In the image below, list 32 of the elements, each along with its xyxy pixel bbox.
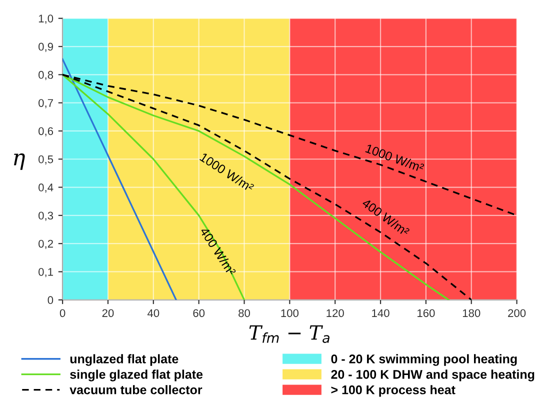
legend-label: single glazed flat plate [70,370,203,382]
x-tick-label: 40 [147,309,160,318]
x-tick-label: 160 [418,309,435,318]
y-axis-title: η [14,153,25,170]
x-tick-label: 80 [238,309,250,318]
legend-label: vacuum tube collector [70,385,202,394]
legend-label: 0 - 20 K swimming pool heating [331,354,517,366]
x-tick-label: 180 [462,309,480,318]
x-tick-label: 120 [326,309,344,318]
annotation: 1000 W/m² [365,144,425,173]
y-tick-label: 0,6 [38,127,54,136]
y-tick-label: 0,5 [38,155,54,165]
y-tick-label: 0,3 [38,212,54,221]
annotation: 1000 W/m² [199,152,255,193]
x-tick-label: 200 [508,309,526,318]
legend-label: > 100 K process heat [331,385,456,397]
y-tick-label: 1,0 [38,14,54,24]
x-axis-title: T$_{fm}$ − T$_{a}$ [249,325,330,343]
y-tick-label: 0,9 [38,42,54,52]
y-tick-label: 0,8 [38,70,54,80]
x-tick-label: 20 [102,309,114,318]
y-tick-label: 0 [48,296,54,304]
legend-label: unglazed flat plate [70,354,178,366]
legend-label: 20 - 100 K DHW and space heating [331,370,534,382]
y-tick-label: 0,4 [38,184,54,193]
y-tick-label: 0,7 [38,99,53,108]
y-tick-label: 0,2 [38,240,53,250]
x-tick-label: 100 [281,309,299,318]
x-tick-label: 140 [372,309,390,318]
x-tick-label: 0 [60,309,66,318]
x-tick-label: 60 [193,309,205,318]
y-tick-label: 0,1 [38,268,53,278]
